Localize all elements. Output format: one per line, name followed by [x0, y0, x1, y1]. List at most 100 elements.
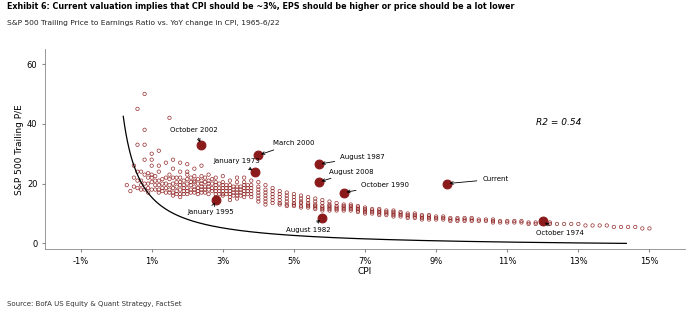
Point — [459, 215, 470, 220]
Point — [210, 192, 221, 197]
Point — [523, 221, 534, 226]
Point — [302, 195, 314, 200]
Text: August 2008: August 2008 — [322, 169, 374, 181]
Point — [203, 178, 214, 183]
Point — [381, 208, 392, 213]
Point — [139, 157, 150, 162]
Point — [359, 205, 370, 210]
Point — [146, 157, 158, 162]
Point — [171, 175, 182, 180]
Point — [171, 188, 182, 193]
Point — [182, 169, 193, 174]
Point — [452, 219, 463, 224]
Point — [402, 213, 413, 218]
Point — [416, 215, 428, 220]
Point — [374, 208, 385, 213]
Point — [388, 208, 399, 213]
Point — [146, 151, 158, 156]
Point — [388, 213, 399, 218]
Point — [274, 192, 286, 197]
Point — [267, 197, 278, 202]
Point — [217, 193, 228, 198]
Point — [410, 214, 421, 219]
Point — [206, 186, 218, 191]
Point — [545, 221, 556, 226]
Point — [132, 106, 143, 111]
Point — [157, 177, 168, 182]
Text: Current: Current — [451, 176, 509, 184]
Point — [189, 184, 200, 189]
Point — [309, 202, 321, 207]
Point — [295, 196, 307, 201]
Point — [174, 175, 186, 180]
Text: October 1990: October 1990 — [347, 182, 409, 193]
Point — [132, 169, 143, 174]
Point — [217, 192, 228, 197]
Point — [494, 220, 505, 225]
Point — [135, 187, 146, 192]
Point — [309, 204, 321, 209]
Point — [267, 195, 278, 200]
Point — [509, 219, 520, 224]
Point — [193, 177, 204, 182]
Point — [178, 192, 189, 197]
Text: S&P 500 Trailing Price to Earnings Ratio vs. YoY change in CPI, 1965-6/22: S&P 500 Trailing Price to Earnings Ratio… — [7, 20, 279, 26]
Point — [224, 195, 235, 200]
Point — [199, 190, 211, 195]
Point — [395, 210, 406, 215]
Point — [224, 188, 235, 193]
Point — [345, 205, 356, 210]
Point — [295, 205, 307, 210]
Point — [206, 181, 218, 186]
Point — [537, 220, 548, 225]
Point — [317, 205, 328, 210]
Point — [381, 213, 392, 218]
Point — [480, 217, 491, 222]
Text: January 1973: January 1973 — [214, 158, 260, 170]
Point — [189, 178, 200, 183]
Point — [487, 220, 498, 225]
Point — [196, 174, 207, 179]
Point — [171, 192, 182, 197]
Point — [242, 188, 253, 193]
Point — [374, 206, 385, 211]
Point — [182, 172, 193, 177]
Point — [359, 206, 370, 211]
Point — [214, 188, 225, 193]
Point — [146, 179, 158, 184]
Point — [288, 195, 300, 200]
Point — [146, 163, 158, 168]
Point — [516, 220, 527, 225]
Point — [182, 192, 193, 197]
Point — [480, 219, 491, 224]
Point — [267, 188, 278, 193]
Point — [274, 202, 286, 207]
Point — [381, 211, 392, 216]
Point — [416, 217, 428, 222]
Point — [331, 204, 342, 209]
Point — [530, 221, 541, 226]
Point — [345, 204, 356, 209]
Point — [388, 210, 399, 215]
Point — [317, 201, 328, 206]
Point — [125, 188, 136, 193]
Point — [424, 214, 435, 219]
Point — [253, 187, 264, 192]
Point — [444, 217, 456, 222]
Point — [150, 187, 161, 192]
Point — [246, 178, 257, 183]
Point — [516, 219, 527, 224]
Point — [253, 184, 264, 189]
Point — [232, 179, 243, 184]
Point — [295, 193, 307, 198]
Point — [196, 187, 207, 192]
Point — [410, 213, 421, 218]
Point — [494, 219, 505, 224]
Point — [232, 196, 243, 201]
Point — [196, 190, 207, 195]
Point — [473, 217, 484, 222]
Point — [260, 193, 271, 198]
Point — [199, 187, 211, 192]
Point — [253, 199, 264, 204]
Point — [530, 220, 541, 225]
